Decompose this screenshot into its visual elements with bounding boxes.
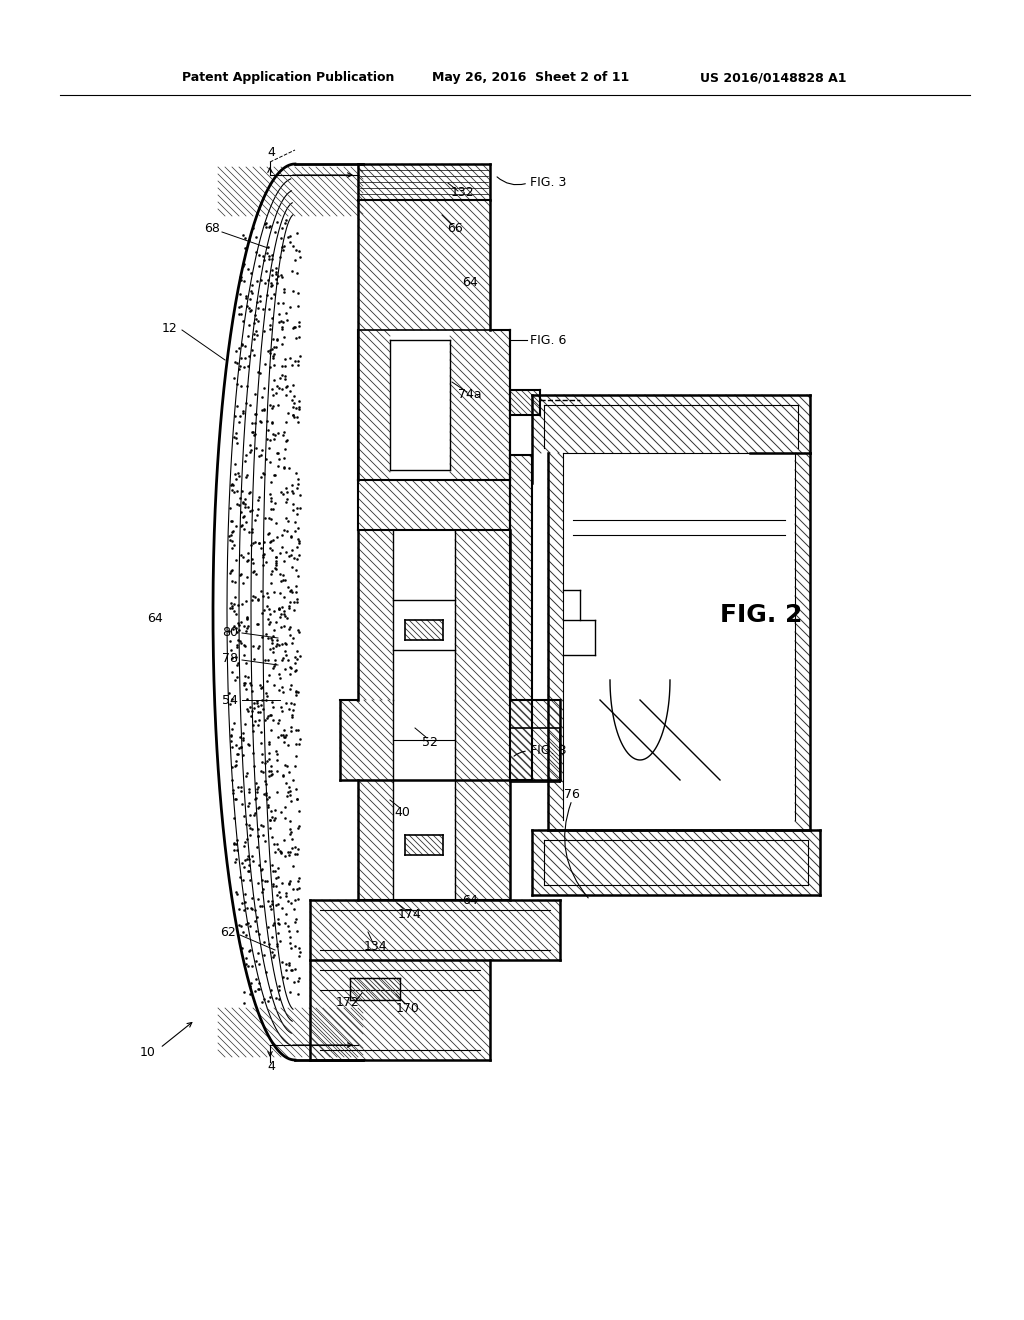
Text: 76: 76 [564,788,580,801]
Text: Patent Application Publication: Patent Application Publication [182,71,394,84]
Text: 4: 4 [267,1060,274,1072]
Text: FIG. 3: FIG. 3 [530,177,566,190]
Text: 40: 40 [394,805,410,818]
Text: 132: 132 [451,186,474,199]
Text: 174: 174 [398,908,422,921]
Text: 54: 54 [222,693,238,706]
Text: 74a: 74a [458,388,482,401]
Text: 64: 64 [147,611,163,624]
Text: FIG. 8: FIG. 8 [530,743,566,756]
Text: 62: 62 [220,925,236,939]
Text: 172: 172 [336,995,359,1008]
Text: US 2016/0148828 A1: US 2016/0148828 A1 [700,71,847,84]
Text: 80: 80 [222,626,238,639]
Text: 12: 12 [162,322,178,334]
Text: 64: 64 [462,894,478,907]
Text: 66: 66 [447,222,463,235]
Text: 52: 52 [422,735,438,748]
Text: 4: 4 [267,145,274,158]
Text: 134: 134 [364,940,387,953]
Text: FIG. 6: FIG. 6 [530,334,566,346]
Text: 68: 68 [204,222,220,235]
Text: FIG. 2: FIG. 2 [720,603,803,627]
Text: 10: 10 [140,1045,156,1059]
Text: 170: 170 [396,1002,420,1015]
Text: 64: 64 [462,276,478,289]
Text: 78: 78 [222,652,238,664]
Text: May 26, 2016  Sheet 2 of 11: May 26, 2016 Sheet 2 of 11 [432,71,630,84]
